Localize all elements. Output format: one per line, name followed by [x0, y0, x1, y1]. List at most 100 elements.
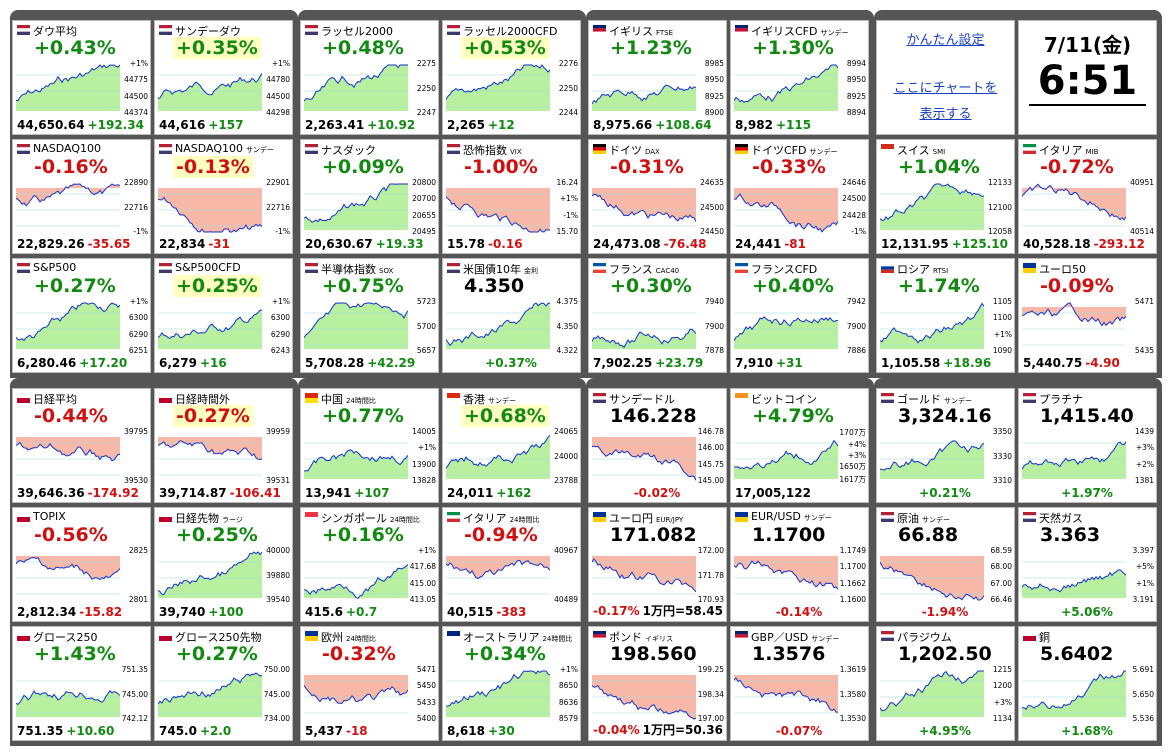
tile[interactable]: ラッセル2000CFD +0.53% 2276 2250 2244 2,265 +12: [442, 20, 581, 135]
chart-link[interactable]: ここにチャートを表示する: [893, 81, 998, 122]
tile[interactable]: ラッセル2000 +0.48% 2275 2250 2247 2,263.41 +10.92: [300, 20, 439, 135]
chart-label: 4.322: [556, 346, 578, 355]
flag: [735, 393, 748, 403]
tile[interactable]: スイス SMI +1.04% 12133 12100 12058 12,131.95 +125…: [876, 139, 1015, 254]
tile[interactable]: サンデードル 146.228 146.78 146.00 145.75 145.00 -0.…: [588, 388, 727, 503]
tile[interactable]: ゴールド サンデー 3,324.16 3350 3330 3310 +0.21%: [876, 388, 1015, 503]
sub-label: サンデー: [809, 148, 838, 156]
sub-label: RTSI: [933, 267, 949, 275]
tile[interactable]: イギリス FTSE +1.23% 8985 8950 8925 8900 8,975.66 +1…: [588, 20, 727, 135]
flag: [735, 512, 748, 522]
name-text: 半導体指数: [321, 263, 376, 276]
tile[interactable]: 半導体指数 SOX +0.75% 5723 5700 5657 5,708.28 +42.29: [300, 258, 439, 373]
tile[interactable]: ロシア RTSI +1.74% 1105 1100 +1% 1090 1,105.58 +18.…: [876, 258, 1015, 373]
bottom-line: 20,630.67 +19.33: [305, 237, 436, 251]
flag: [305, 25, 318, 35]
tile[interactable]: S&P500CFD +0.25% +1% 6300 6290 6243 6,279 +16: [154, 258, 293, 373]
tile[interactable]: TOPIX -0.56% 2825 2801 2,812.34 -15.82: [12, 507, 151, 622]
chart-label: 40967: [554, 546, 578, 555]
tile[interactable]: サンデーダウ +0.35% +1% 44780 44500 44298 44,616 +157: [154, 20, 293, 135]
name-text: NASDAQ100: [33, 142, 101, 155]
tile[interactable]: ドイツCFD サンデー -0.33% 24646 24500 24428 -1% 24,441…: [730, 139, 869, 254]
tile[interactable]: ユーロ円 EUR/JPY 171.082 172.00 171.78 170.93 -0.1…: [588, 507, 727, 622]
chart-labels: 1105 1100 +1% 1090: [993, 297, 1012, 355]
tile[interactable]: 日経平均 -0.44% 39795 39530 39,646.36 -174.92: [12, 388, 151, 503]
bottom-line: 2,812.34 -15.82: [17, 605, 148, 619]
sparkline: [734, 556, 838, 595]
bottom-value: +23.79: [655, 356, 704, 370]
tile[interactable]: フランスCFD +0.40% 7942 7900 7886 7,910 +31: [730, 258, 869, 373]
tile[interactable]: イギリスCFD サンデー +1.30% 8994 8950 8925 8894 8,982 +1…: [730, 20, 869, 135]
chart-label: +3%: [1135, 443, 1154, 453]
name-text: S&P500CFD: [175, 261, 241, 274]
bottom-value: 44,650.64: [17, 118, 85, 132]
chart-label: +1%: [271, 297, 290, 306]
tile[interactable]: 恐怖指数 VIX -1.00% 16.24 +1% -1% 15.70 15.78 -0.16: [442, 139, 581, 254]
flag: [735, 144, 748, 154]
flag: [447, 263, 460, 273]
tile[interactable]: ナスダック +0.09% 20800 20700 20655 20495 20,630.67…: [300, 139, 439, 254]
tile[interactable]: 銅 5.6402 5.691 5.650 5.536 +1.68%: [1018, 626, 1157, 741]
tile[interactable]: イタリア 24時間比 -0.94% 40967 40489 40,515 -383: [442, 507, 581, 622]
tile[interactable]: 日経先物 ラージ +0.25% 40000 39880 39540 39,740 +100: [154, 507, 293, 622]
chart-label: 7878: [704, 346, 724, 355]
flag: [1023, 512, 1036, 522]
headline: +0.68%: [461, 405, 549, 427]
bottom-line: 745.0 +2.0: [159, 724, 290, 738]
sparkline: [880, 440, 984, 479]
chart-labels: +1% 6300 6290 6243: [271, 297, 290, 355]
tile[interactable]: パラジウム 1,202.50 1215 1200 +3% 1134 +4.95%: [876, 626, 1015, 741]
headline: -0.16%: [34, 156, 108, 178]
tile[interactable]: ドイツ DAX -0.31% 24635 24500 24450 24,473.08 -76.…: [588, 139, 727, 254]
panel: ゴールド サンデー 3,324.16 3350 3330 3310 +0.21% プラチナ 1,…: [874, 378, 1162, 746]
bottom-value: -35.65: [87, 237, 131, 251]
tile[interactable]: GBP／USD サンデー 1.3576 1.3619 1.3580 1.3530 -0.07…: [730, 626, 869, 741]
chart-labels: 5471 5435: [1135, 297, 1154, 355]
tile[interactable]: グロース250先物 +0.27% 750.00 745.00 734.00 745.0 +2…: [154, 626, 293, 741]
bottom-line: -0.02%: [593, 486, 724, 500]
chart-label: 7886: [846, 346, 866, 355]
flag: [593, 512, 606, 522]
tile[interactable]: 米国債10年 金利 4.350 4.375 4.350 4.322 +0.37%: [442, 258, 581, 373]
settings-link[interactable]: かんたん設定: [906, 33, 985, 48]
tile[interactable]: 中国 24時間比 +0.77% 14005 +1% 13900 13828 13,941 +10…: [300, 388, 439, 503]
chart-label: 3310: [992, 476, 1012, 485]
bottom-line: 5,440.75 -4.90: [1023, 356, 1154, 370]
chart-label: 67.00: [990, 578, 1012, 588]
tile[interactable]: ユーロ50 -0.09% 5471 5435 5,440.75 -4.90: [1018, 258, 1157, 373]
bottom-value: 415.6: [305, 605, 343, 619]
tile[interactable]: NASDAQ100 -0.16% 22890 22716 -1% 22,829.26 -35…: [12, 139, 151, 254]
name-text: ダウ平均: [33, 25, 77, 38]
tile[interactable]: 原油 サンデー 66.88 68.59 68.00 67.00 66.46 -1.94%: [876, 507, 1015, 622]
bottom-value: 15.78: [447, 237, 485, 251]
tile[interactable]: 日経時間外 -0.27% 39959 39531 39,714.87 -106.41: [154, 388, 293, 503]
chart-label: 24000: [554, 451, 578, 461]
tile[interactable]: NASDAQ100 サンデー -0.13% 22901 22716 -1% 22,834 -3…: [154, 139, 293, 254]
tile[interactable]: ビットコイン +4.79% 1707万 +4% +3% 1650万 1617万 17,005,…: [730, 388, 869, 503]
bottom-value: 2,812.34: [17, 605, 77, 619]
tile[interactable]: プラチナ 1,415.40 1439 +3% +2% 1381 +1.97%: [1018, 388, 1157, 503]
sparkline: [592, 556, 696, 595]
tile[interactable]: イタリア MIB -0.72% 40951 40514 40,528.18 -293.12: [1018, 139, 1157, 254]
flag: [17, 25, 30, 35]
tile[interactable]: S&P500 +0.27% +1% 6300 6290 6251 6,280.46 +17.2…: [12, 258, 151, 373]
headline: +0.30%: [610, 275, 692, 297]
tile[interactable]: ポンド イギリス 198.560 199.25 198.34 197.00 -0.04% 1万…: [588, 626, 727, 741]
chart-label: 2801: [128, 595, 148, 604]
chart-labels: 22901 22716 -1%: [266, 178, 290, 236]
flag: [159, 512, 172, 522]
tile[interactable]: 天然ガス 3.363 3.397 +5% +1% 3.191 +5.06%: [1018, 507, 1157, 622]
tile[interactable]: オーストラリア 24時間比 +0.34% +1% 8650 8636 8579 8,618 +3…: [442, 626, 581, 741]
tile[interactable]: 欧州 24時間比 -0.32% 5471 5450 5433 5400 5,437 -18: [300, 626, 439, 741]
tile[interactable]: シンガポール 24時間比 +0.16% +1% 417.68 415.00 413.05 41…: [300, 507, 439, 622]
tile[interactable]: 香港 サンデー +0.68% 24065 24000 23788 24,011 +162: [442, 388, 581, 503]
tile[interactable]: グロース250 +1.43% 751.35 745.00 742.12 751.35 +10…: [12, 626, 151, 741]
tile[interactable]: ダウ平均 +0.43% +1% 44775 44500 44374 44,650.64 +19…: [12, 20, 151, 135]
tile[interactable]: フランス CAC40 +0.30% 7940 7900 7878 7,902.25 +23.7…: [588, 258, 727, 373]
chart-label: 3.397: [1132, 546, 1154, 555]
chart-label: +1%: [271, 59, 290, 68]
tile[interactable]: EUR/USD サンデー 1.1700 1.1749 1.1700 1.1662 1.160…: [730, 507, 869, 622]
bottom-line: 24,011 +162: [447, 486, 578, 500]
name-text: サンデーダウ: [175, 25, 241, 38]
sub-label: サンデー: [944, 397, 972, 405]
